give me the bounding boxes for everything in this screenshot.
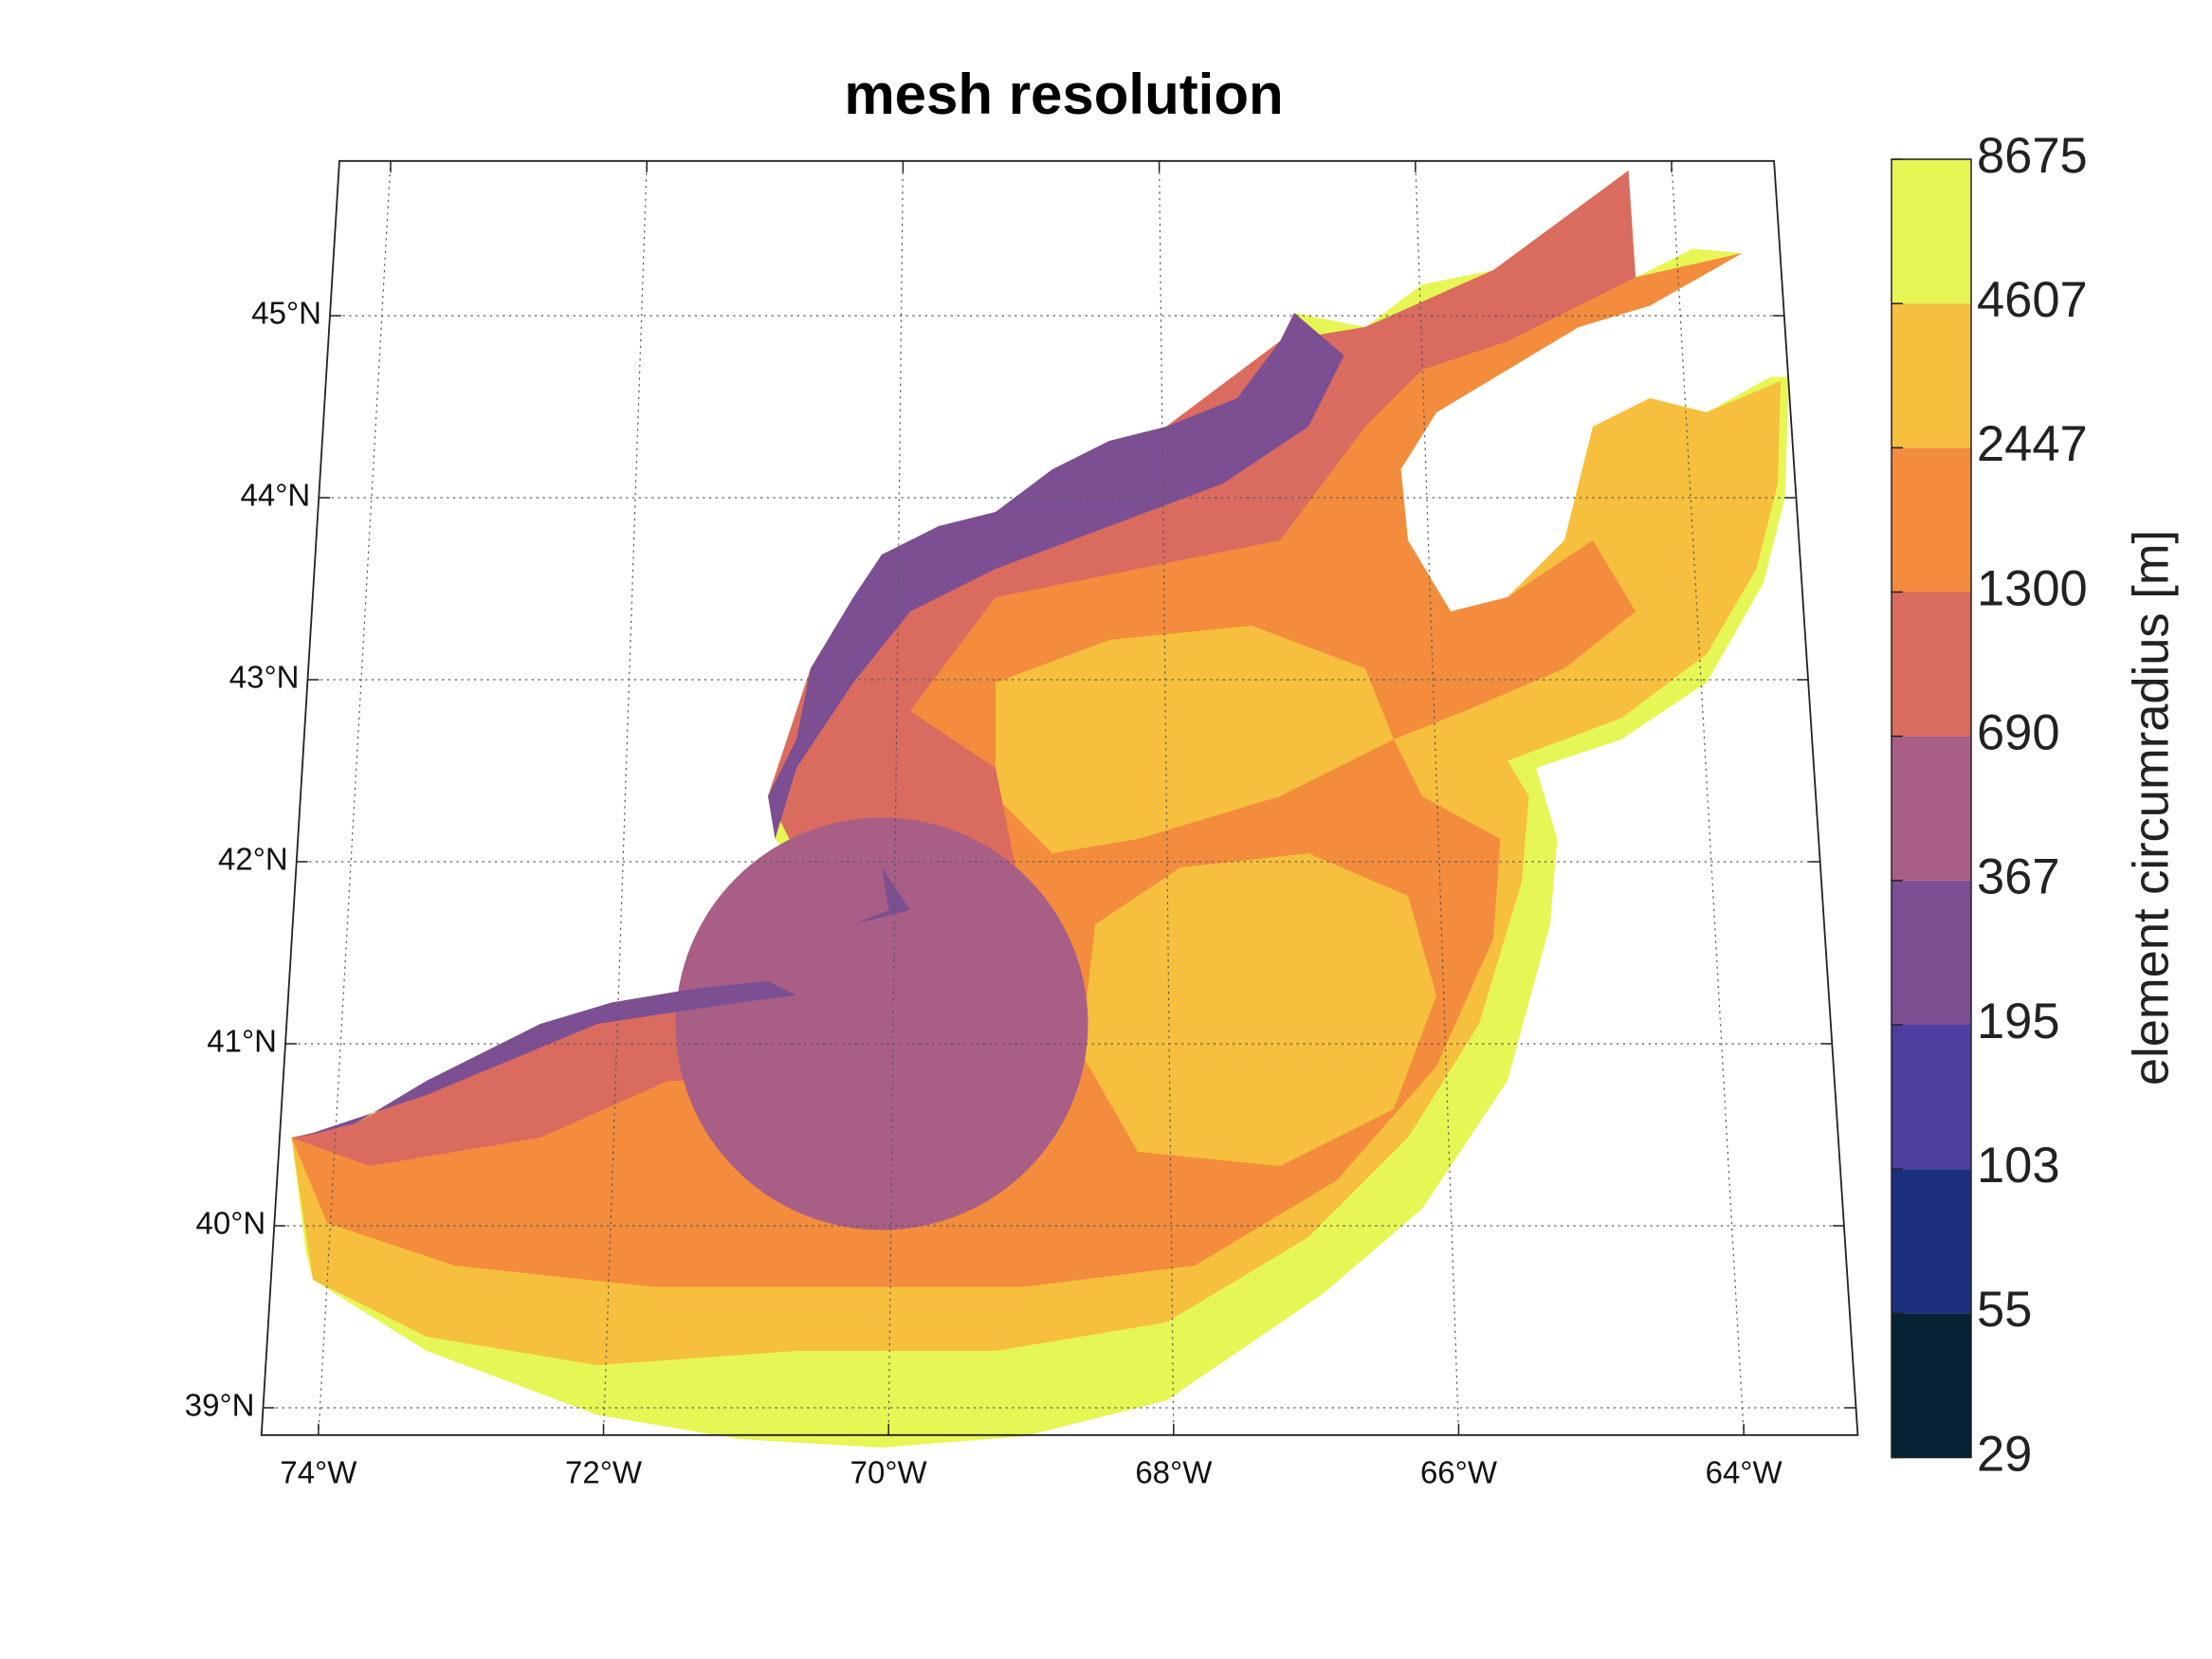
mesh-region: [291, 170, 1790, 1448]
colorbar-tick-label: 367: [1977, 849, 2060, 905]
y-tick-label: 45°N: [251, 296, 321, 331]
colorbar-band: [1892, 592, 1971, 737]
colorbar-band: [1892, 880, 1971, 1025]
colorbar-tick-label: 195: [1977, 994, 2060, 1049]
colorbar-band: [1892, 736, 1971, 881]
region-circle: [675, 817, 1088, 1231]
colorbar-band: [1892, 1313, 1971, 1458]
colorbar-band: [1892, 447, 1971, 592]
y-tick-label: 40°N: [196, 1206, 266, 1241]
colorbar-band: [1892, 1169, 1971, 1314]
colorbar-tick-label: 103: [1977, 1138, 2060, 1194]
meridian-grid-line: [602, 160, 648, 1435]
colorbar-band: [1892, 158, 1971, 304]
x-tick-label: 70°W: [850, 1455, 928, 1490]
colorbar-tick-label: 55: [1977, 1282, 2032, 1338]
colorbar-tick-label: 4607: [1977, 272, 2088, 328]
y-tick-label: 41°N: [207, 1024, 277, 1059]
x-tick-label: 74°W: [280, 1455, 357, 1490]
x-tick-label: 66°W: [1420, 1455, 1498, 1490]
map-frame-outline: [260, 159, 1859, 1436]
meridian-grid-line: [1671, 160, 1745, 1435]
colorbar-frame: [1891, 158, 1972, 1459]
map-frame: 74°W 72°W 70°W 68°W 66°W 64°W 39°N 40°N 41°N 42°N…: [185, 159, 1859, 1490]
map-title: mesh resolution: [844, 63, 1283, 126]
y-tick-label: 39°N: [185, 1388, 255, 1423]
meridian-grid-line: [1159, 160, 1175, 1435]
region-gulf-yellow: [996, 625, 1395, 853]
x-tick-label: 68°W: [1135, 1455, 1213, 1490]
x-tick-label: 72°W: [565, 1455, 643, 1490]
colorbar-band: [1892, 1024, 1971, 1170]
colorbar-band: [1892, 303, 1971, 448]
meridian-grid-line: [1415, 160, 1460, 1435]
colorbar-tick-label: 1300: [1977, 560, 2088, 616]
colorbar-tick-label: 29: [1977, 1426, 2032, 1482]
y-tick-label: 42°N: [218, 842, 288, 877]
colorbar-tick-label: 8675: [1977, 128, 2088, 184]
y-tick-label: 44°N: [241, 478, 311, 513]
colorbar-tick-label: 690: [1977, 705, 2060, 761]
y-tick-label: 43°N: [229, 660, 300, 695]
x-tick-label: 64°W: [1706, 1455, 1783, 1490]
meridian-grid-line: [318, 160, 392, 1435]
meridian-grid-line: [887, 160, 905, 1435]
region-coastal-purple: [299, 312, 1344, 1138]
colorbar-tick-label: 2447: [1977, 416, 2088, 472]
colorbar-label: element circumradius [m]: [2123, 530, 2179, 1085]
